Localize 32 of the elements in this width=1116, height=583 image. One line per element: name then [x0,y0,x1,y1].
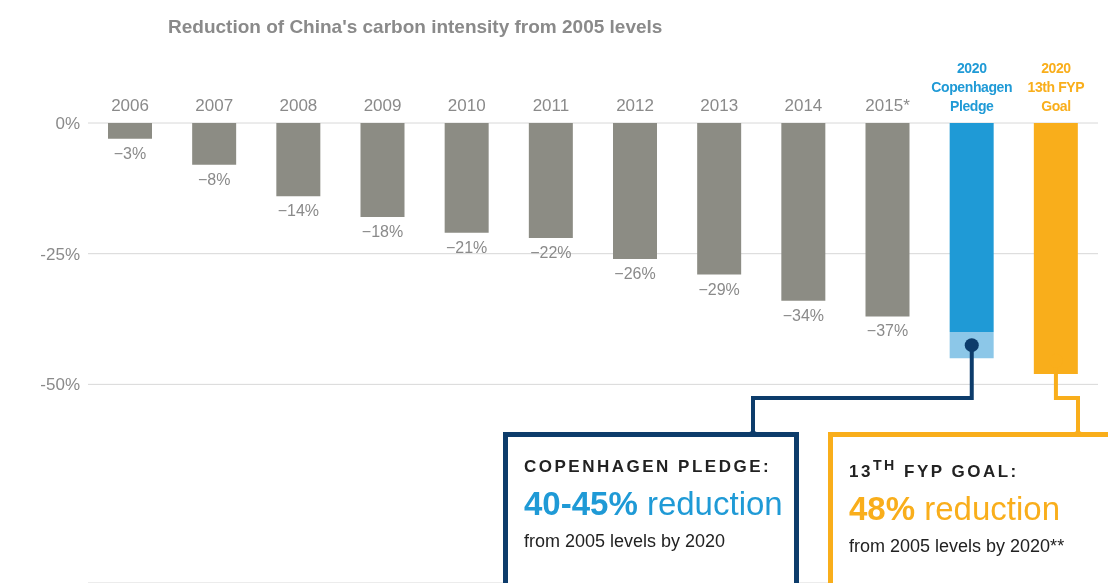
annotation: 48% reduction [849,489,1061,528]
annotation: 40-45% reduction [524,485,784,523]
data-label: −34% [782,306,825,324]
x-tick-label: 2013 [700,96,739,115]
x-tick-label: 2015* [865,96,911,115]
data-label: −22% [530,244,572,261]
x-tick-label: 2010 [447,96,486,115]
data-label: −21% [445,238,488,256]
data-label: −8% [197,170,231,188]
x-tick-label: 2020 13th FYP Goal [1027,60,1085,114]
data-label: −29% [698,280,740,298]
annotation: from 2005 levels by 2020 [524,531,727,552]
x-tick-label: 2008 [279,96,318,115]
chart-title: Reduction of China's carbon intensity from 2005 levels [168,16,663,38]
data-label: −18% [361,223,404,241]
x-tick-label: 2020 Copenhagen Pledge [931,60,1013,114]
y-tick-label: -50% [40,375,80,395]
x-tick-label: 2009 [363,96,402,115]
y-tick-label: -25% [40,244,80,264]
data-label: −37% [866,322,909,340]
x-tick-label: 2011 [532,96,570,115]
x-tick-label: 2007 [195,96,234,115]
x-tick-label: 2012 [616,96,654,115]
x-tick-label: 2006 [111,96,149,115]
data-label: −14% [277,202,320,220]
data-label: −3% [113,144,147,162]
x-tick-label: 2014 [784,96,823,115]
annotation: COPENHAGEN PLEDGE: [524,457,773,477]
y-tick-label: 0% [55,114,80,134]
annotation: from 2005 levels by 2020** [849,535,1066,557]
data-label: −26% [614,264,656,282]
annotation: 13$^{TH}$ FYP GOAL: [849,457,1020,482]
